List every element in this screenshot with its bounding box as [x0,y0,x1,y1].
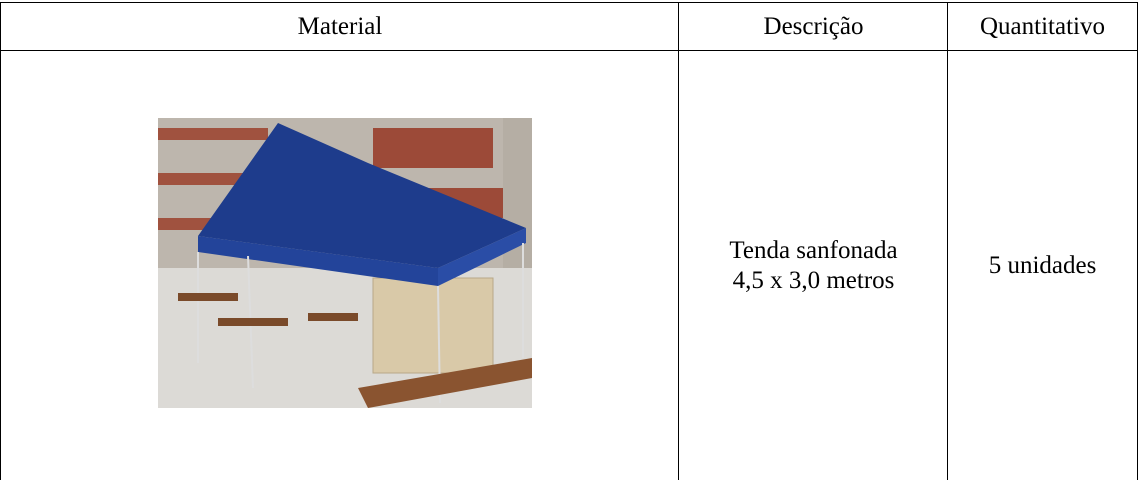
header-text: Material [297,13,383,40]
description-cell: Tenda sanfonada 4,5 x 3,0 metros [678,50,948,480]
quantity-cell: 5 unidades [947,50,1138,480]
header-cell: Descrição [678,2,948,51]
description-line: Tenda sanfonada [729,236,898,264]
image-cell [0,50,679,480]
description-line: 4,5 x 3,0 metros [732,266,895,294]
tent-photo [158,118,532,408]
header-cell: Material [0,2,679,51]
header-text: Quantitativo [980,13,1105,40]
header-text: Descrição [763,13,864,40]
header-cell: Quantitativo [947,2,1138,51]
quantity-text: 5 unidades [988,251,1097,279]
